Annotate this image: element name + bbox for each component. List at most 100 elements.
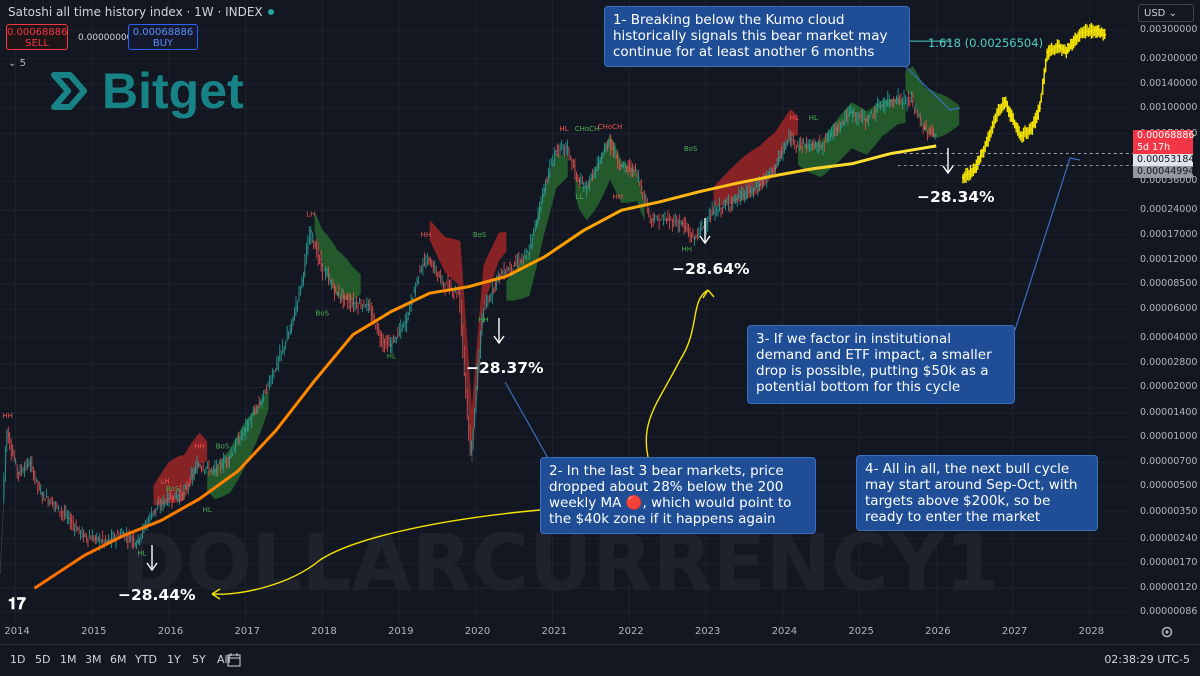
structure-label: HH	[2, 412, 13, 420]
projection-point	[985, 144, 987, 146]
price-point	[321, 265, 323, 267]
price-point	[736, 198, 738, 200]
currency-value: USD	[1144, 8, 1165, 19]
gear-icon[interactable]	[1160, 625, 1174, 639]
timeframe-5y[interactable]: 5Y	[192, 653, 206, 666]
price-tick-label: 0.00000500	[1140, 480, 1197, 491]
symbol-header[interactable]: Satoshi all time history index · 1W · IN…	[8, 5, 274, 19]
price-point	[0, 571, 1, 573]
time-tick-label: 2026	[925, 626, 950, 637]
clock[interactable]: 02:38:29 UTC-5	[1104, 653, 1190, 666]
price-point	[805, 144, 807, 146]
price-point	[337, 292, 339, 294]
indicators-toggle[interactable]: ⌄ 5	[8, 58, 26, 69]
price-point	[429, 259, 431, 261]
price-point	[882, 104, 884, 106]
bitget-logo: Bitget	[50, 62, 244, 120]
price-point	[820, 145, 822, 147]
buy-price: 0.00068886	[129, 27, 197, 38]
sell-button[interactable]: 0.00068886 SELL	[6, 24, 68, 50]
fib-extension-label: 1.618 (0.00256504)	[928, 36, 1043, 50]
tradingview-logo-icon: 𝟏𝟕	[8, 594, 26, 614]
price-point	[897, 98, 899, 100]
structure-label: BoS	[473, 231, 487, 239]
bear-cloud	[714, 109, 798, 207]
time-tick-label: 2022	[618, 626, 643, 637]
price-point	[836, 128, 838, 130]
timeframe-1m[interactable]: 1M	[60, 653, 77, 666]
price-point	[390, 345, 392, 347]
price-point	[866, 119, 868, 121]
timeframe-1y[interactable]: 1Y	[167, 653, 181, 666]
currency-selector[interactable]: USD ⌄	[1138, 4, 1194, 22]
price-point	[30, 462, 32, 464]
time-tick-label: 2014	[4, 626, 29, 637]
structure-label: BoS	[316, 309, 330, 317]
time-tick-label: 2020	[465, 626, 490, 637]
time-tick-label: 2021	[541, 626, 566, 637]
price-tick-label: 0.00001400	[1140, 407, 1197, 418]
structure-label: BoS	[166, 485, 180, 493]
structure-label: HL	[137, 549, 146, 557]
price-tick-label: 0.00000240	[1140, 533, 1197, 544]
buy-button[interactable]: 0.00068886 BUY	[128, 24, 198, 50]
symbol-title: Satoshi all time history index · 1W · IN…	[8, 5, 263, 19]
time-tick-label: 2017	[235, 626, 260, 637]
price-point	[935, 134, 937, 136]
spread-value: 0.00000000	[78, 33, 132, 43]
timeframe-5d[interactable]: 5D	[35, 653, 50, 666]
price-point	[789, 138, 791, 140]
bull-cloud	[798, 99, 906, 177]
level-tag-b: 0.00044994	[1133, 166, 1193, 178]
date-range-icon[interactable]	[226, 652, 242, 668]
time-tick-label: 2018	[311, 626, 336, 637]
market-status-dot	[268, 9, 274, 15]
price-point	[713, 212, 715, 214]
bar-countdown: 5d 17h	[1137, 142, 1193, 154]
price-tick-label: 0.00300000	[1140, 24, 1197, 35]
drop-label-4: −28.34%	[917, 188, 995, 206]
price-point	[513, 265, 515, 267]
price-point	[84, 535, 86, 537]
current-price-tag: 0.00068886 5d 17h	[1133, 130, 1193, 154]
price-point	[53, 501, 55, 503]
projection-point	[1073, 39, 1075, 41]
structure-label: HH	[478, 316, 489, 324]
drop-label-1: −28.44%	[118, 586, 196, 604]
price-point	[245, 429, 247, 431]
note-1: 1- Breaking below the Kumo cloud histori…	[604, 6, 910, 67]
price-tick-label: 0.00017000	[1140, 229, 1197, 240]
price-point	[183, 493, 185, 495]
price-point	[199, 464, 201, 466]
price-tick-label: 0.00006000	[1140, 303, 1197, 314]
price-point	[651, 219, 653, 221]
timeframe-ytd[interactable]: YTD	[135, 653, 157, 666]
projection-point	[1065, 51, 1067, 53]
bull-cloud	[506, 154, 567, 301]
pointer-note2	[505, 382, 560, 458]
price-point	[302, 279, 304, 281]
bull-cloud	[315, 211, 361, 300]
timeframe-1d[interactable]: 1D	[10, 653, 25, 666]
chevron-down-icon: ⌄	[1169, 8, 1177, 19]
timeframe-6m[interactable]: 6M	[110, 653, 127, 666]
structure-label: HL	[387, 353, 396, 361]
structure-label: HH	[682, 245, 693, 253]
structure-label: HH	[194, 443, 205, 451]
structure-label: HL	[559, 125, 568, 133]
note-4: 4- All in all, the next bull cycle may s…	[856, 455, 1098, 531]
projection-point	[996, 111, 998, 113]
price-point	[275, 368, 277, 370]
pointer-note3	[1015, 158, 1080, 330]
structure-label: CHoCH	[575, 125, 600, 133]
price-point	[544, 189, 546, 191]
note-3: 3- If we factor in institutional demand …	[747, 325, 1015, 404]
timeframe-3m[interactable]: 3M	[85, 653, 102, 666]
connector-arrowhead	[703, 290, 714, 298]
indicator-count: 5	[20, 58, 26, 69]
projection-point	[1012, 119, 1014, 121]
time-tick-label: 2028	[1079, 626, 1104, 637]
current-price: 0.00068886	[1137, 130, 1193, 142]
structure-label: CHoCH	[598, 123, 623, 131]
projection-point	[1039, 107, 1041, 109]
